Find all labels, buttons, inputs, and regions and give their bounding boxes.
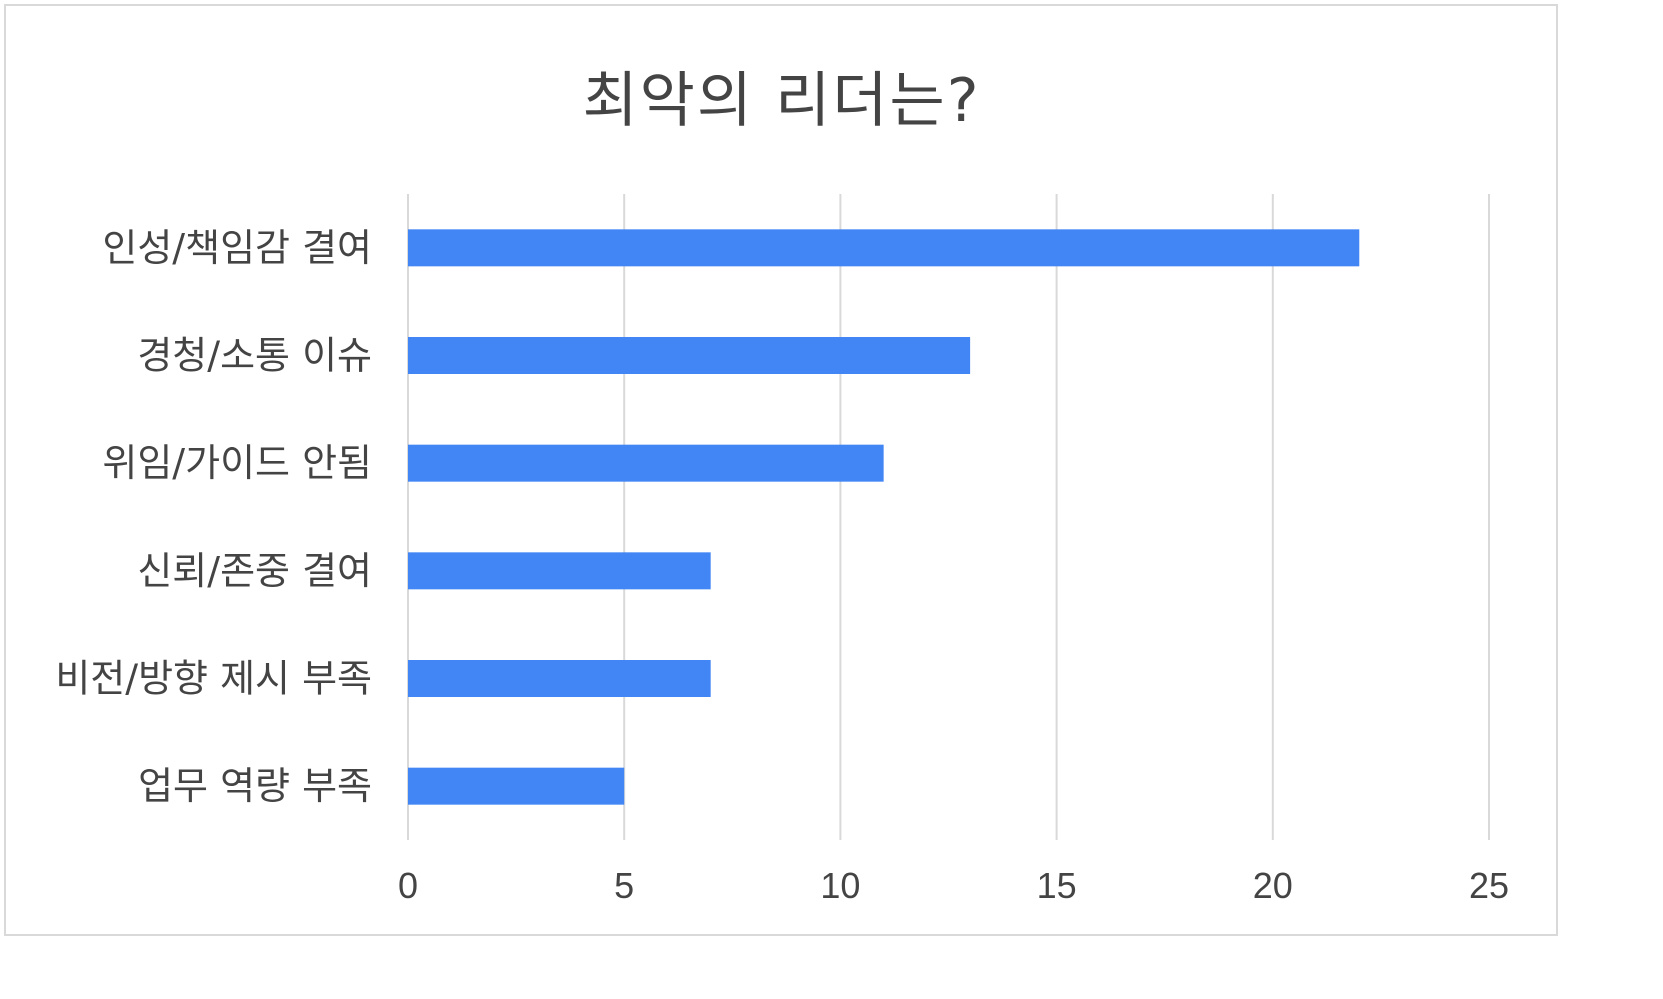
chart-title: 최악의 리더는? (582, 66, 981, 136)
bar (408, 767, 625, 805)
bar (408, 552, 711, 590)
gridlines (407, 194, 1490, 840)
bar (408, 229, 1360, 267)
x-tick-label: 25 (1469, 865, 1509, 906)
category-label: 위임/가이드 안됨 (102, 441, 372, 485)
x-tick-labels: 0 5 10 15 20 25 (398, 865, 1509, 906)
x-tick-label: 20 (1253, 865, 1293, 906)
bar (408, 444, 884, 482)
x-tick-label: 0 (398, 865, 418, 906)
category-label: 신뢰/존중 결여 (137, 549, 372, 593)
x-tick-label: 5 (614, 865, 634, 906)
category-label: 업무 역량 부족 (138, 764, 372, 808)
x-tick-label: 10 (820, 865, 860, 906)
x-tick-label: 15 (1037, 865, 1077, 906)
bars (408, 229, 1360, 805)
category-label: 비전/방향 제시 부족 (55, 657, 372, 701)
category-label: 인성/책임감 결여 (102, 226, 372, 270)
category-label: 경청/소통 이슈 (137, 334, 372, 378)
bar (408, 660, 711, 697)
bar (408, 337, 971, 374)
